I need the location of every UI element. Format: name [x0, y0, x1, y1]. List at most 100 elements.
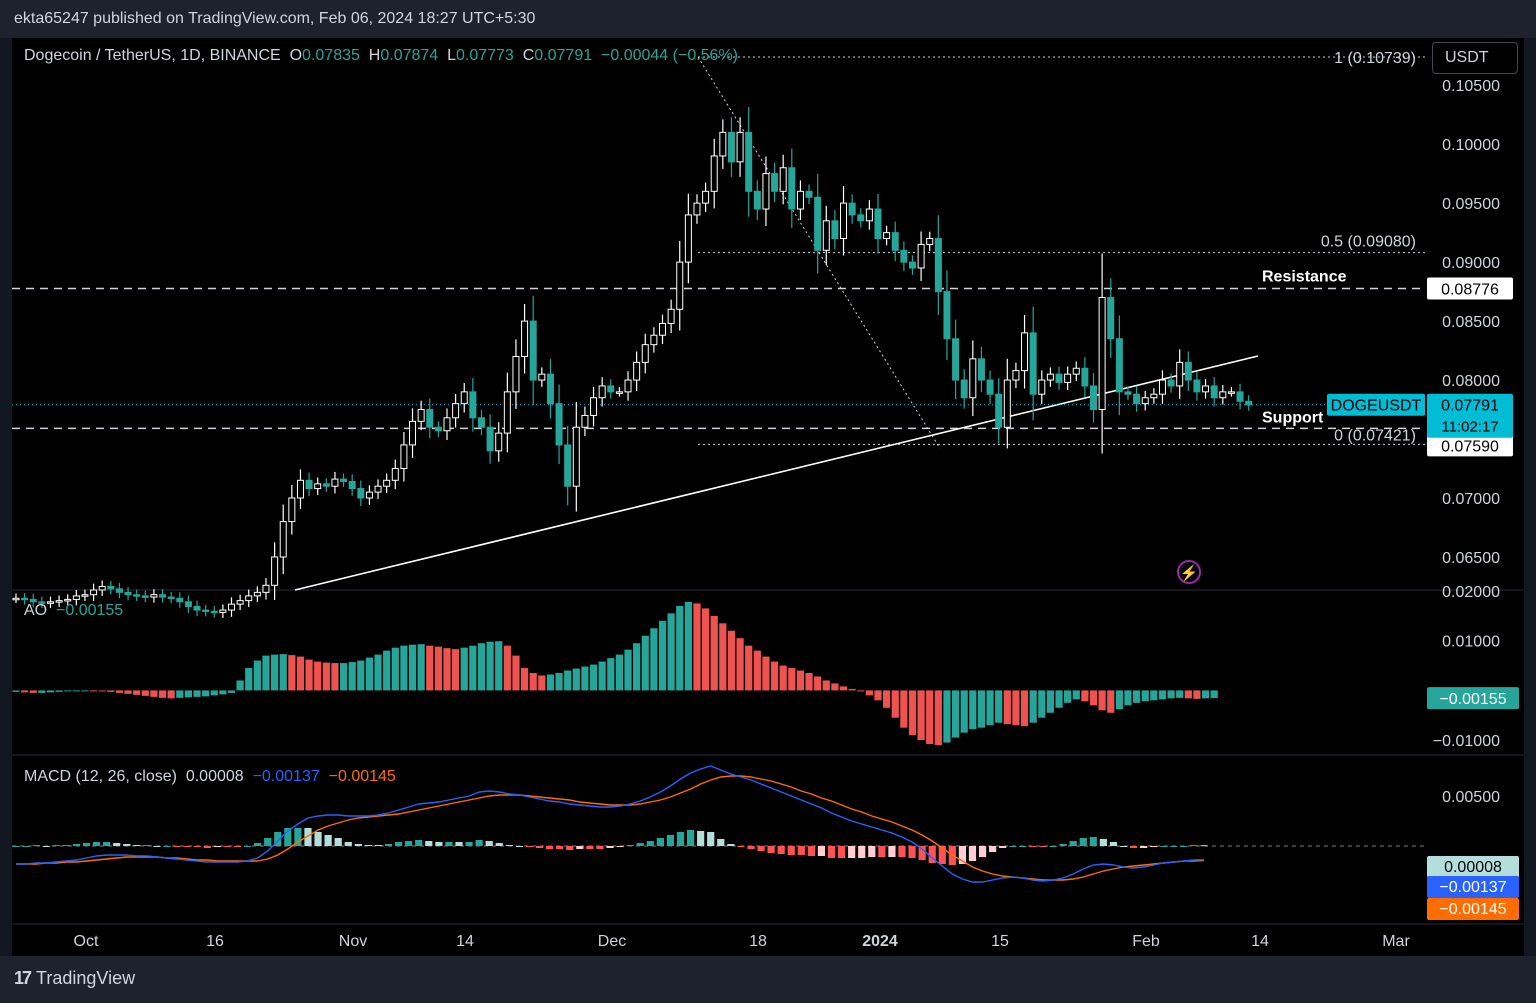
macd-line-value: −0.00137	[252, 768, 320, 785]
candle-body	[477, 417, 485, 428]
macd-hist-bar	[606, 846, 614, 848]
candle-body	[46, 601, 54, 604]
ao-bar	[98, 690, 106, 692]
candle-body	[900, 249, 908, 263]
candle-body	[426, 409, 434, 428]
ao-bar	[969, 690, 977, 730]
candle-body	[943, 291, 951, 340]
macd-hist-bar	[92, 842, 101, 846]
ao-bar	[339, 663, 348, 691]
macd-title[interactable]: MACD (12, 26, close)	[24, 768, 177, 785]
ao-bar	[460, 647, 468, 691]
ao-bar	[900, 690, 908, 728]
ao-bar	[529, 673, 537, 691]
candle-body	[1046, 373, 1054, 381]
macd-hist-bar	[837, 846, 846, 858]
candle-body	[236, 600, 244, 605]
candle-body	[469, 391, 477, 419]
candle-body	[21, 597, 29, 601]
candle-body	[581, 414, 589, 428]
candle-body	[98, 585, 106, 591]
macd-hist-bar	[978, 846, 987, 857]
resistance-price-tag: 0.08776	[1441, 282, 1499, 299]
ao-bar	[1098, 690, 1106, 711]
x-tick-label: Oct	[74, 933, 99, 950]
candle-body	[831, 220, 839, 240]
ao-title[interactable]: AO	[24, 602, 48, 619]
candle-body	[969, 358, 977, 399]
ao-bar	[538, 675, 546, 691]
macd-hist-bar	[1160, 846, 1168, 847]
ao-bar	[1176, 690, 1184, 698]
macd-hist-bar	[485, 841, 493, 846]
ao-legend: AO −0.00155	[24, 602, 123, 620]
macd-hist-bar	[767, 846, 775, 853]
macd-hist-bar	[958, 846, 967, 864]
lightning-icon[interactable]: ⚡	[1177, 560, 1201, 584]
ao-bar	[426, 645, 434, 691]
ao-bar	[227, 690, 236, 693]
x-tick-label: 15	[991, 933, 1009, 950]
ao-value-tag-bg	[1427, 687, 1519, 710]
ao-bar	[1201, 690, 1210, 699]
ao-bar	[934, 690, 942, 746]
macd-hist-bar	[1190, 845, 1198, 846]
macd-hist-bar	[1170, 846, 1178, 847]
price-tick-label: 0.08000	[1442, 373, 1500, 390]
candle-body	[1124, 391, 1132, 395]
ao-bar	[477, 643, 486, 691]
ao-bar	[236, 680, 244, 691]
candle-body	[1133, 393, 1141, 405]
candle-body	[391, 468, 399, 481]
ao-bar	[365, 657, 374, 691]
candle-body	[1090, 385, 1097, 411]
candle-body	[340, 478, 348, 482]
candle-body	[141, 595, 149, 598]
ao-bar	[1038, 690, 1046, 718]
ao-bar	[960, 690, 968, 733]
macd-hist-bar	[888, 846, 896, 857]
symbol-title[interactable]: Dogecoin / TetherUS, 1D, BINANCE	[24, 47, 281, 64]
candle-body	[357, 488, 365, 499]
macd-hist-bar	[1089, 837, 1097, 846]
candle-body	[1236, 391, 1244, 402]
macd-hist-bar	[324, 835, 332, 846]
ao-bar	[676, 605, 684, 691]
candle-body	[1115, 338, 1123, 393]
currency-button[interactable]: USDT	[1432, 42, 1518, 74]
macd-hist-bar	[586, 846, 594, 849]
ao-bar	[581, 666, 589, 691]
ao-bar	[564, 670, 572, 691]
candle-body	[1158, 379, 1166, 395]
macd-hist-bar	[525, 846, 534, 847]
candle-body	[305, 479, 313, 490]
macd-hist-bar	[394, 842, 403, 846]
macd-hist-bar	[374, 845, 383, 846]
brand-text: TradingView	[36, 968, 136, 988]
macd-hist-bar	[636, 843, 644, 846]
ao-bar	[133, 690, 141, 695]
macd-hist-bar	[858, 846, 866, 858]
macd-hist-bar	[1039, 846, 1047, 847]
macd-hist-bar	[1180, 846, 1188, 847]
ao-bar	[271, 654, 279, 691]
macd-hist-bar	[334, 838, 342, 846]
ao-bar	[1029, 690, 1037, 723]
ao-bar	[684, 601, 692, 691]
ao-bar	[607, 658, 615, 691]
ao-bar	[452, 649, 460, 691]
footer-bar	[0, 956, 1536, 1003]
candle-body	[167, 596, 175, 600]
candle-body	[719, 131, 727, 157]
x-tick-label: 16	[206, 933, 224, 950]
candle-body	[495, 432, 503, 452]
ao-bar	[736, 638, 744, 691]
candle-body	[977, 358, 985, 381]
tradingview-logo[interactable]: 17 TradingView	[14, 968, 135, 989]
macd-hist-bar	[1019, 846, 1027, 847]
candle-body	[926, 238, 934, 245]
ao-bar	[89, 690, 98, 692]
candle-body	[512, 355, 520, 393]
macd-hist-bar	[1119, 846, 1128, 847]
